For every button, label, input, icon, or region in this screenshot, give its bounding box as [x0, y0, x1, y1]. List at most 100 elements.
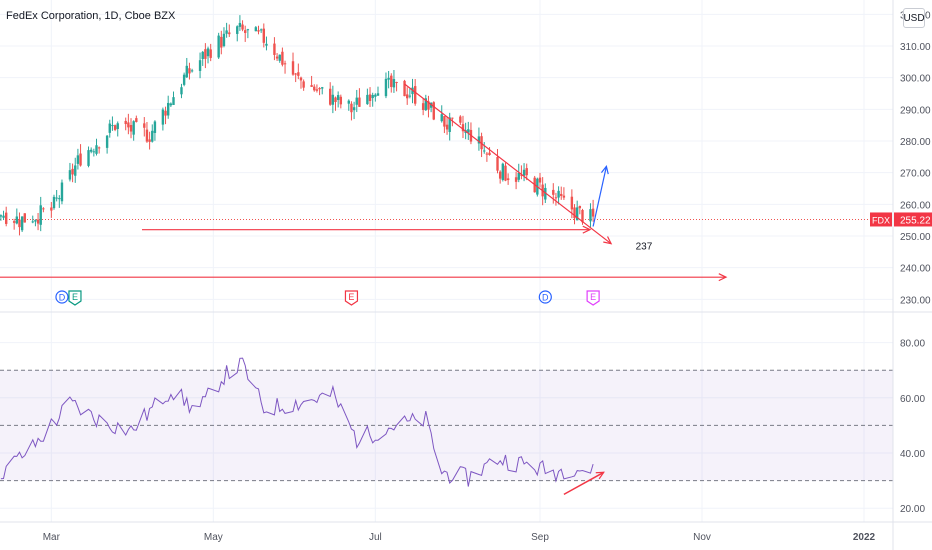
rsi-arrow[interactable] [563, 471, 605, 496]
candle [310, 75, 313, 87]
candle [538, 172, 542, 188]
trend-line[interactable] [404, 83, 613, 245]
candle [182, 72, 186, 87]
currency-button[interactable]: USD [903, 8, 925, 28]
candle [132, 120, 135, 141]
candle [374, 93, 377, 102]
support-line-252[interactable] [142, 225, 592, 234]
time-tick-label: Jul [369, 532, 382, 543]
candle [443, 116, 446, 134]
symbol-badge-label: FDX [872, 215, 890, 225]
candle [108, 119, 111, 138]
candle [445, 116, 449, 135]
candle [18, 212, 21, 236]
candle [39, 196, 42, 232]
candle [135, 115, 138, 123]
candle [483, 142, 486, 154]
candle [525, 163, 528, 181]
candle [71, 163, 74, 183]
candle [291, 52, 295, 76]
rsi-line [0, 357, 594, 487]
candle [522, 163, 526, 182]
candle [151, 124, 154, 143]
candle [376, 86, 380, 96]
candle [501, 162, 505, 182]
candle [89, 147, 93, 154]
candle [236, 25, 239, 42]
candle [552, 183, 555, 204]
candle [403, 79, 406, 97]
earnings-marker[interactable]: E [68, 290, 82, 306]
svg-text:E: E [72, 292, 78, 302]
price-axis[interactable]: 230.00 240.00 250.00 260.00 270.00 280.00 290.… [870, 10, 932, 306]
candle [368, 87, 372, 108]
time-tick-label: Nov [693, 532, 711, 543]
candle [74, 157, 77, 183]
candle [408, 88, 412, 99]
candle [514, 171, 518, 190]
dividend-marker[interactable]: D [55, 290, 69, 304]
event-markers[interactable]: DEDEDEEDE [0, 290, 600, 306]
candle [220, 30, 223, 55]
candle [265, 36, 268, 51]
candle [58, 195, 61, 208]
candle [169, 102, 173, 108]
candle [257, 25, 260, 35]
earnings-marker[interactable]: E [586, 290, 600, 306]
candle [506, 173, 510, 185]
candle [238, 15, 242, 31]
candle [448, 112, 451, 141]
bullish-arrow[interactable] [592, 164, 609, 227]
rsi-axis[interactable]: 20.00 40.00 60.00 80.00 [900, 339, 925, 516]
candle [76, 148, 80, 170]
candle [185, 57, 188, 78]
price-tick-label: 250.00 [900, 232, 931, 243]
candle [153, 120, 157, 141]
candle [34, 219, 37, 227]
dividend-marker[interactable]: D [538, 290, 552, 304]
price-tick-label: 310.00 [900, 42, 931, 53]
candle [50, 201, 53, 218]
candle [560, 186, 563, 200]
candle [352, 101, 356, 120]
candle [68, 162, 72, 182]
svg-text:D: D [59, 293, 66, 303]
price-tick-label: 290.00 [900, 105, 931, 116]
earnings-marker[interactable]: E [344, 290, 359, 306]
support-line-237[interactable] [0, 273, 728, 282]
candle [190, 68, 194, 73]
candle [201, 50, 204, 66]
candle [406, 87, 409, 105]
price-tick-label: 230.00 [900, 295, 931, 306]
svg-text:E: E [348, 292, 354, 302]
candle [554, 192, 558, 206]
candle [315, 84, 319, 93]
rsi-tick-label: 20.00 [900, 504, 925, 515]
candle [127, 113, 130, 135]
candle [562, 187, 566, 200]
candle [283, 60, 287, 74]
candle [294, 72, 297, 83]
candle [390, 73, 393, 93]
candle [278, 54, 281, 63]
candle [451, 117, 454, 127]
candle [350, 101, 353, 121]
candle [188, 62, 191, 80]
candle [124, 117, 127, 131]
candle [55, 190, 58, 202]
time-axis[interactable]: Oct92021MarMayJulSepNov2022MarMay [0, 532, 932, 543]
candle [111, 116, 114, 131]
candle [461, 115, 465, 139]
candle [424, 94, 428, 111]
candle [384, 72, 388, 99]
candle [217, 32, 220, 59]
candle [387, 70, 390, 89]
chart-title: FedEx Corporation, 1D, Cboe BZX [6, 10, 176, 22]
candle [339, 94, 343, 109]
candle [12, 218, 16, 230]
candle [145, 121, 149, 143]
candle [573, 204, 576, 225]
candle [15, 208, 19, 225]
rsi-band [0, 369, 893, 482]
candle [371, 92, 374, 107]
